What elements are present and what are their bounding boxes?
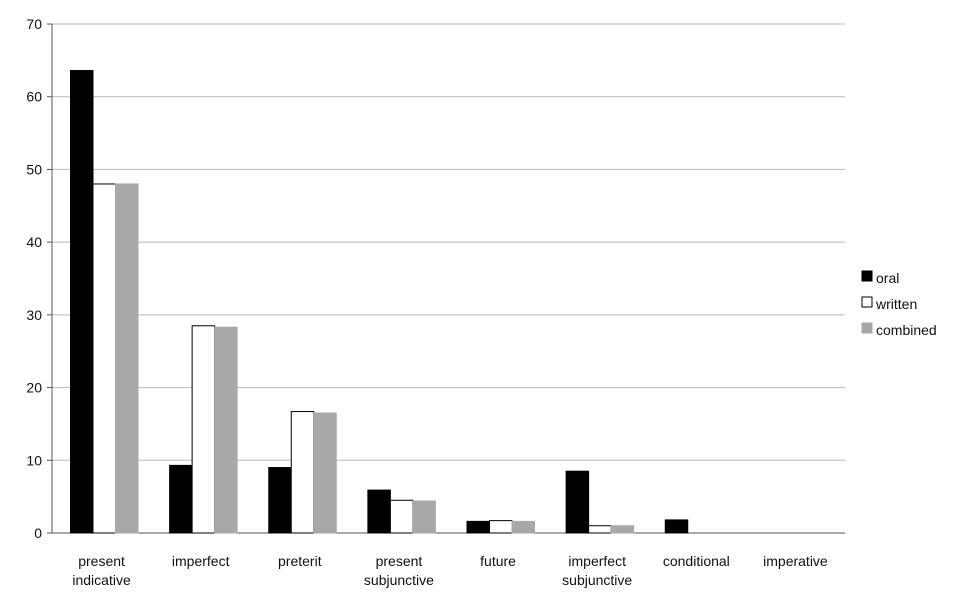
gridlines	[52, 23, 845, 461]
legend: oral written combined	[861, 270, 937, 338]
y-tick-label: 70	[26, 16, 42, 32]
x-category-label: present indicative	[72, 553, 131, 588]
y-tick-label: 50	[26, 161, 42, 177]
y-tick-label: 60	[26, 89, 42, 105]
bar-written	[489, 520, 513, 534]
x-category-label: imperfect subjunctive	[562, 553, 632, 588]
x-category-label: present subjunctive	[364, 553, 434, 588]
axes: 0 10 20 30 40 50 60 70	[26, 16, 845, 541]
bar-oral	[565, 470, 590, 534]
bar-oral	[367, 489, 391, 534]
bar-written	[389, 499, 414, 534]
legend-label-oral: oral	[876, 270, 899, 286]
bars	[70, 70, 689, 534]
y-tick-label: 10	[26, 452, 42, 468]
bar-combined	[610, 525, 635, 534]
legend-swatch-written	[861, 296, 873, 308]
x-category-label: preterit	[278, 553, 322, 569]
y-tick-label: 0	[34, 525, 42, 541]
y-tick-label: 20	[26, 380, 42, 396]
category-labels: present indicative imperfect preterit presen…	[72, 553, 828, 588]
bar-combined	[214, 326, 238, 534]
x-category-label: imperfect	[172, 553, 230, 569]
bar-written	[290, 411, 315, 534]
bar-oral	[466, 520, 490, 534]
x-category-label: conditional	[663, 553, 730, 569]
legend-swatch-oral	[861, 270, 873, 282]
bar-written	[92, 183, 116, 534]
legend-label-written: written	[875, 296, 917, 312]
legend-swatch-combined	[861, 322, 873, 334]
x-category-label: future	[480, 553, 516, 569]
bar-oral	[169, 464, 193, 534]
bar-written	[191, 325, 216, 534]
y-tick-label: 30	[26, 307, 42, 323]
bar-oral	[268, 467, 292, 534]
y-tick-label: 40	[26, 234, 42, 250]
bar-written	[588, 525, 612, 534]
x-category-label: imperative	[763, 553, 828, 569]
legend-label-combined: combined	[876, 322, 937, 338]
bar-combined	[313, 412, 337, 534]
bar-combined	[511, 520, 535, 534]
bar-oral	[664, 519, 689, 534]
bar-oral	[70, 70, 94, 534]
bar-combined	[115, 183, 139, 534]
bar-combined	[412, 500, 436, 534]
